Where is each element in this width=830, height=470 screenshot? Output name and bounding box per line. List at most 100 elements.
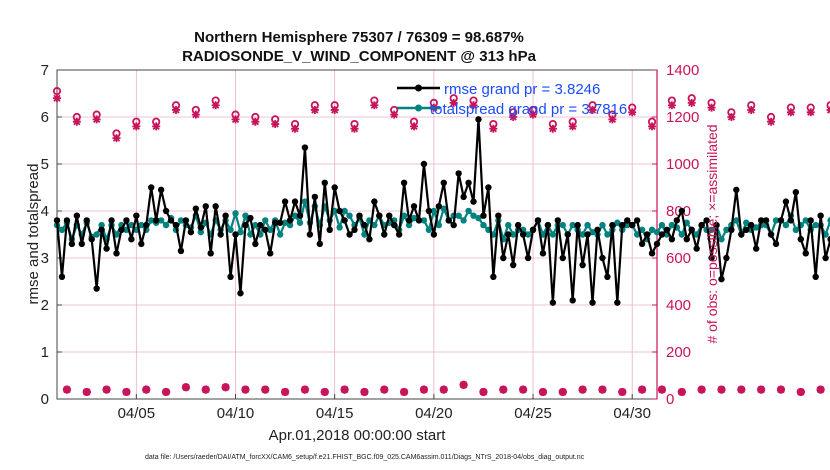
rmse-point	[187, 228, 195, 236]
totalspread-point	[802, 217, 809, 224]
chart-title-line2: RADIOSONDE_V_WIND_COMPONENT @ 313 hPa	[182, 48, 537, 65]
obs-assimilated-marker	[122, 387, 131, 396]
rmse-point	[653, 240, 661, 248]
chart-title-line1: Northern Hemisphere 75307 / 76309 = 98.6…	[194, 29, 524, 46]
totalspread-point	[812, 221, 819, 229]
totalspread-point	[425, 226, 433, 233]
totalspread-point	[58, 226, 66, 233]
rmse-point	[371, 198, 378, 205]
obs-assimilated-marker	[737, 385, 746, 394]
rmse-point	[336, 207, 343, 215]
obs-assimilated-marker	[697, 385, 706, 394]
rmse-point	[366, 236, 373, 243]
rmse-point	[762, 217, 770, 224]
rmse-point	[589, 299, 596, 306]
obs-assimilated-marker	[300, 385, 309, 394]
rmse-point	[440, 179, 447, 186]
rmse-point	[792, 189, 800, 196]
y-tick-label: 3	[41, 250, 49, 267]
rmse-point	[232, 231, 239, 238]
rmse-point	[450, 221, 457, 229]
obs-assimilated-marker	[519, 385, 528, 394]
y2-tick-label: 0	[666, 391, 674, 408]
obs-assimilated-marker	[172, 105, 181, 114]
legend-rmse-label: rmse grand pr = 3.8246	[444, 81, 600, 98]
rmse-point	[782, 198, 790, 205]
rmse-point	[133, 212, 140, 219]
rmse-point	[346, 231, 353, 238]
totalspread-point	[281, 219, 289, 226]
rmse-point	[619, 221, 626, 229]
obs-assimilated-marker	[102, 385, 111, 394]
obs-assimilated-marker	[201, 385, 210, 394]
obs-assimilated-marker	[132, 122, 141, 131]
rmse-point	[306, 231, 314, 238]
rmse-point	[539, 250, 547, 257]
totalspread-point	[579, 231, 586, 238]
obs-assimilated-marker	[618, 387, 627, 396]
obs-assimilated-marker	[410, 122, 419, 131]
rmse-point	[321, 179, 328, 186]
y-tick-label: 4	[41, 203, 49, 220]
rmse-point	[247, 214, 254, 222]
rmse-point	[356, 212, 363, 219]
rmse-point	[286, 217, 294, 224]
totalspread-point	[197, 228, 205, 236]
obs-assimilated-marker	[400, 387, 409, 396]
obs-assimilated-marker	[370, 101, 379, 110]
rmse-point	[331, 184, 338, 191]
obs-assimilated-marker	[786, 108, 795, 117]
y2-tick-label: 400	[666, 297, 691, 314]
totalspread-point	[723, 226, 730, 233]
rmse-point	[108, 217, 115, 224]
obs-assimilated-marker	[529, 110, 538, 119]
totalspread-point	[420, 217, 428, 224]
rmse-point	[257, 221, 264, 229]
rmse-point	[157, 186, 165, 194]
obs-assimilated-marker	[747, 105, 756, 114]
obs-assimilated-marker	[162, 387, 171, 396]
totalspread-point	[505, 221, 512, 229]
totalspread-point	[262, 217, 269, 224]
rmse-point	[822, 254, 829, 262]
obs-assimilated-marker	[558, 387, 567, 396]
obs-assimilated-marker	[380, 385, 389, 394]
totalspread-point	[400, 212, 408, 219]
totalspread-point	[584, 221, 591, 229]
rmse-point	[237, 290, 244, 297]
rmse-point	[217, 231, 224, 238]
obs-assimilated-marker	[281, 387, 290, 396]
rmse-point	[505, 231, 512, 238]
rmse-point	[767, 231, 775, 238]
rmse-point	[138, 240, 145, 248]
obs-assimilated-marker	[72, 117, 81, 126]
obs-assimilated-marker	[657, 385, 666, 394]
rmse-point	[93, 285, 100, 292]
rmse-point	[579, 261, 586, 269]
rmse-point	[624, 217, 631, 224]
rmse-point	[425, 207, 433, 215]
rmse-point	[267, 250, 274, 257]
totalspread-point	[410, 214, 418, 222]
rmse-point	[827, 236, 830, 243]
totalspread-point	[276, 231, 284, 238]
rmse-point	[386, 212, 393, 219]
y2-tick-label: 200	[666, 344, 691, 361]
totalspread-point	[435, 221, 443, 229]
rmse-point	[202, 203, 209, 210]
x-tick-label: 04/10	[217, 405, 255, 422]
obs-assimilated-marker	[92, 115, 101, 124]
y-tick-label: 6	[41, 109, 49, 126]
obs-assimilated-marker	[806, 108, 815, 117]
rmse-point	[599, 254, 606, 262]
totalspread-point	[718, 236, 725, 243]
totalspread-point	[743, 219, 750, 226]
rmse-point	[807, 217, 814, 224]
rmse-point	[475, 116, 482, 123]
obs-assimilated-marker	[767, 117, 776, 126]
axis-ticks: 04/05 04/10 04/15 04/20 04/25 04/30 0 1 2 3 4 5 6 7 0 2…	[41, 62, 700, 422]
obs-assimilated-marker	[538, 387, 547, 396]
rmse-point	[152, 217, 160, 224]
obs-assimilated-marker	[717, 385, 726, 394]
rmse-point	[376, 212, 383, 219]
